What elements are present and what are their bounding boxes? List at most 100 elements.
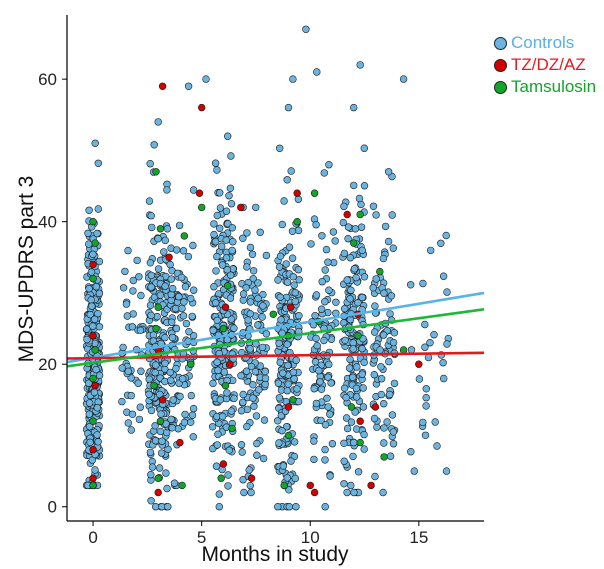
point-controls bbox=[419, 418, 427, 427]
point-tamsulosin bbox=[187, 360, 195, 368]
point-controls bbox=[285, 503, 293, 511]
point-controls bbox=[294, 195, 303, 203]
point-controls bbox=[295, 312, 303, 320]
point-controls bbox=[208, 423, 217, 431]
point-controls bbox=[124, 367, 133, 375]
legend-item-tamsulosin: Tamsulosin bbox=[494, 76, 596, 98]
point-controls bbox=[137, 291, 145, 300]
point-controls bbox=[210, 283, 218, 291]
point-controls bbox=[245, 466, 253, 474]
point-controls bbox=[176, 392, 184, 401]
point-controls bbox=[86, 310, 95, 319]
point-controls bbox=[325, 161, 333, 169]
point-controls bbox=[318, 232, 326, 240]
point-controls bbox=[124, 246, 132, 255]
point-controls bbox=[369, 202, 378, 211]
point-controls bbox=[380, 424, 388, 432]
point-controls bbox=[166, 368, 175, 377]
point-controls bbox=[146, 259, 155, 267]
point-controls bbox=[239, 296, 248, 304]
point-controls bbox=[178, 304, 186, 313]
point-controls bbox=[146, 160, 154, 168]
point-tz-dz-az bbox=[371, 403, 380, 411]
point-controls bbox=[329, 228, 338, 236]
point-controls bbox=[227, 271, 235, 279]
point-controls bbox=[92, 365, 100, 374]
point-controls bbox=[317, 385, 326, 393]
point-controls bbox=[145, 197, 154, 205]
point-tamsulosin bbox=[217, 474, 225, 482]
point-controls bbox=[161, 333, 169, 342]
point-controls bbox=[388, 411, 397, 419]
point-controls bbox=[315, 366, 323, 375]
point-controls bbox=[340, 249, 349, 258]
point-controls bbox=[399, 75, 408, 83]
point-controls bbox=[421, 320, 429, 329]
point-controls bbox=[189, 186, 198, 194]
point-controls bbox=[242, 284, 250, 292]
point-tamsulosin bbox=[399, 346, 408, 354]
point-tamsulosin bbox=[156, 417, 165, 425]
point-controls bbox=[340, 202, 348, 211]
point-controls bbox=[259, 302, 267, 310]
point-controls bbox=[134, 379, 142, 387]
point-controls bbox=[92, 283, 101, 291]
point-controls bbox=[390, 379, 399, 388]
point-controls bbox=[211, 237, 220, 246]
point-controls bbox=[371, 472, 379, 481]
point-controls bbox=[289, 368, 298, 376]
point-controls bbox=[431, 418, 439, 426]
point-controls bbox=[344, 235, 352, 243]
point-controls bbox=[326, 410, 334, 418]
point-controls bbox=[210, 220, 218, 228]
point-controls bbox=[427, 246, 435, 255]
point-controls bbox=[332, 309, 340, 317]
point-controls bbox=[230, 324, 238, 332]
point-controls bbox=[437, 239, 445, 248]
point-controls bbox=[172, 364, 180, 373]
point-controls bbox=[274, 276, 282, 284]
point-controls bbox=[343, 424, 352, 433]
point-controls bbox=[86, 438, 94, 446]
point-controls bbox=[152, 437, 160, 445]
legend: Controls TZ/DZ/AZ Tamsulosin bbox=[494, 32, 596, 98]
point-tz-dz-az bbox=[89, 332, 97, 340]
point-controls bbox=[358, 246, 366, 255]
point-tz-dz-az bbox=[343, 210, 351, 219]
point-controls bbox=[229, 238, 237, 246]
point-controls bbox=[311, 312, 319, 320]
point-controls bbox=[246, 243, 255, 252]
point-tamsulosin bbox=[228, 424, 236, 433]
point-controls bbox=[356, 61, 364, 69]
point-controls bbox=[274, 503, 282, 511]
point-controls bbox=[283, 474, 291, 482]
point-controls bbox=[261, 374, 270, 383]
y-axis-title: MDS-UPDRS part 3 bbox=[15, 176, 38, 363]
point-controls bbox=[119, 343, 127, 352]
point-controls bbox=[312, 291, 321, 299]
point-controls bbox=[407, 448, 415, 456]
point-controls bbox=[276, 252, 285, 260]
point-controls bbox=[359, 403, 368, 411]
point-controls bbox=[145, 375, 153, 383]
point-tz-dz-az bbox=[89, 260, 97, 269]
point-controls bbox=[316, 378, 324, 386]
point-controls bbox=[275, 439, 283, 447]
point-controls bbox=[370, 371, 378, 379]
point-controls bbox=[174, 425, 182, 433]
point-controls bbox=[384, 237, 393, 246]
point-controls bbox=[439, 359, 447, 367]
point-tz-dz-az bbox=[158, 396, 167, 404]
point-controls bbox=[249, 267, 258, 275]
point-controls bbox=[321, 298, 329, 306]
point-controls bbox=[181, 410, 189, 419]
point-controls bbox=[262, 330, 271, 338]
point-controls bbox=[442, 231, 450, 240]
point-controls bbox=[95, 289, 104, 298]
point-controls bbox=[371, 328, 379, 336]
point-controls bbox=[277, 316, 285, 324]
point-tamsulosin bbox=[154, 303, 162, 311]
point-controls bbox=[135, 273, 143, 281]
point-controls bbox=[175, 293, 183, 301]
point-controls bbox=[283, 340, 291, 348]
